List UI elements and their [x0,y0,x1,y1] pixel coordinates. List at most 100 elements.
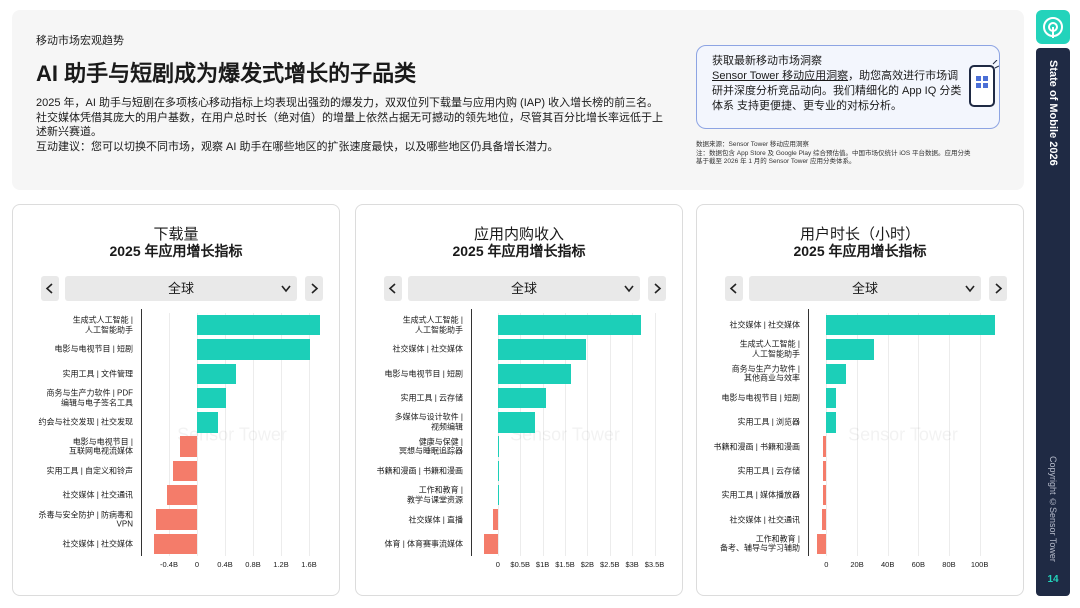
chevron-icon[interactable] [648,276,666,301]
category-label: 工作和教育 | 教学与课堂资源 [407,485,463,505]
bar [821,509,827,530]
bar [826,387,837,409]
grid-line [826,313,828,556]
paragraph-block: 2025 年，AI 助手与短剧在多项核心移动指标上均表现出强劲的爆发力，双双位列… [36,96,668,154]
bar [823,436,827,457]
x-tick-label: $1B [535,560,550,569]
grid-line [632,313,634,556]
grid-line [654,313,656,556]
region-dropdown[interactable]: 全球 [408,276,640,301]
grid-line [948,313,950,556]
grid-line [609,313,611,556]
x-tick-label: $2.5B [599,560,620,569]
grid-line [197,313,198,556]
chart-card: 用户时长（小时） 2025 年应用增长指标 全球 0 20B 40B 60B 80B 100B S… [696,204,1024,596]
x-tick-label: 40B [880,560,895,569]
logo [1036,10,1070,44]
chevron-icon[interactable] [305,276,323,301]
bar [153,533,197,555]
x-tick-label: 1.6B [301,560,317,569]
callout[interactable]: 获取最新移动市场洞察 Sensor Tower 移动应用洞察，助您高效进行市场调… [696,45,1000,129]
chevron [311,283,319,294]
bar [826,339,874,360]
chevron-icon[interactable] [384,276,402,301]
category-label: 实用工具 | 云存储 [400,393,463,403]
callout-title: 获取最新移动市场洞察 [712,55,822,67]
category-label: 电影与电视节目 | 互联网电视流媒体 [69,437,133,456]
axis-line [808,309,809,556]
suggestion: 互动建议：您可以切换不同市场，观察 AI 助手在哪些地区的扩张速度最快，以及哪些… [36,140,559,153]
grid-line [918,313,920,556]
category-label: 约会与社交发现 | 社交发现 [38,417,133,427]
grid-line [253,313,254,556]
x-tick-label: 0.8B [245,560,261,569]
x-tick-label: 0 [495,560,500,569]
category-label: 社交媒体 | 社交通讯 [729,514,800,524]
chevron [995,283,1003,294]
region-dropdown[interactable]: 全球 [65,276,297,301]
bar [822,460,827,482]
category-label: 多媒体与设计软件 | 视频编辑 [394,412,463,432]
category-label: 实用工具 | 云存储 [737,466,800,476]
x-tick-label: 20B [850,560,864,569]
source-note: 数据来源：Sensor Tower 移动应用洞察 注：数据包含 App Stor… [696,141,976,167]
category-label: 书籍和漫画 | 书籍和漫画 [713,441,800,451]
region-dropdown[interactable]: 全球 [749,276,981,301]
axis-line [471,309,472,556]
grid-line [520,313,522,556]
x-tick-label: 100B [970,560,989,569]
x-tick-label: $3.5B [644,560,665,569]
bar [497,363,572,384]
source-line: 数据来源：Sensor Tower 移动应用洞察 [696,141,809,148]
kicker: 移动市场宏观趋势 [36,35,124,47]
grid-line [497,313,499,556]
chevron-icon[interactable] [41,276,59,301]
sidebar: State of Mobile 2026 Copyright ©Sensor T… [1036,48,1070,596]
bar [497,387,546,409]
chart-subtitle: 2025 年应用增长指标 [109,243,243,259]
callout-link[interactable]: Sensor Tower 移动应用洞察 [712,70,849,82]
bar [497,485,499,506]
watermark: Sensor Tower [510,424,620,444]
grid-line [587,313,589,556]
chevron [654,283,662,294]
bar [497,460,499,482]
chevron [388,283,396,294]
bar [826,314,995,336]
bar [822,485,827,506]
chart-subtitle: 2025 年应用增长指标 [793,243,927,259]
x-tick-label: 1.2B [273,560,289,569]
category-label: 社交媒体 | 社交媒体 [392,344,463,354]
grid-line [225,313,226,556]
category-label: 社交媒体 | 社交媒体 [729,320,800,330]
category-label: 商务与生产力软件 | 其他商业与效率 [731,364,800,383]
bar [197,363,236,384]
chart-title: 用户时长（小时） [799,226,920,243]
chevron-icon[interactable] [989,276,1007,301]
category-label: 实用工具 | 自定义和铃声 [46,466,133,476]
sidebar-title: State of Mobile 2026 [1047,60,1059,166]
category-label: 工作和教育 | 备考、辅导与学习辅助 [720,534,800,553]
grid-line [979,313,981,556]
category-label: 商务与生产力软件 | PDF 编辑与电子签名工具 [46,388,133,408]
chart-title: 应用内购收入 [473,226,564,243]
chevron-icon[interactable] [725,276,743,301]
category-label: 社交媒体 | 直播 [408,514,463,524]
category-label: 电影与电视节目 | 短剧 [54,344,133,354]
copyright: Copyright ©Sensor Tower [1048,456,1058,562]
grid-line [169,313,170,556]
bar [197,387,227,409]
caret [965,285,975,293]
bar [493,509,498,530]
x-tick-label: 0.4B [217,560,233,569]
axis-line [141,309,142,556]
chart-subtitle: 2025 年应用增长指标 [452,243,586,259]
dropdown-caret [965,285,975,293]
x-tick-label: 60B [911,560,925,569]
bar [197,412,218,433]
page-number: 14 [1047,574,1059,585]
bar [826,412,836,433]
page-title: AI 助手与短剧成为爆发式增长的子品类 [36,61,417,86]
bar [484,533,498,555]
